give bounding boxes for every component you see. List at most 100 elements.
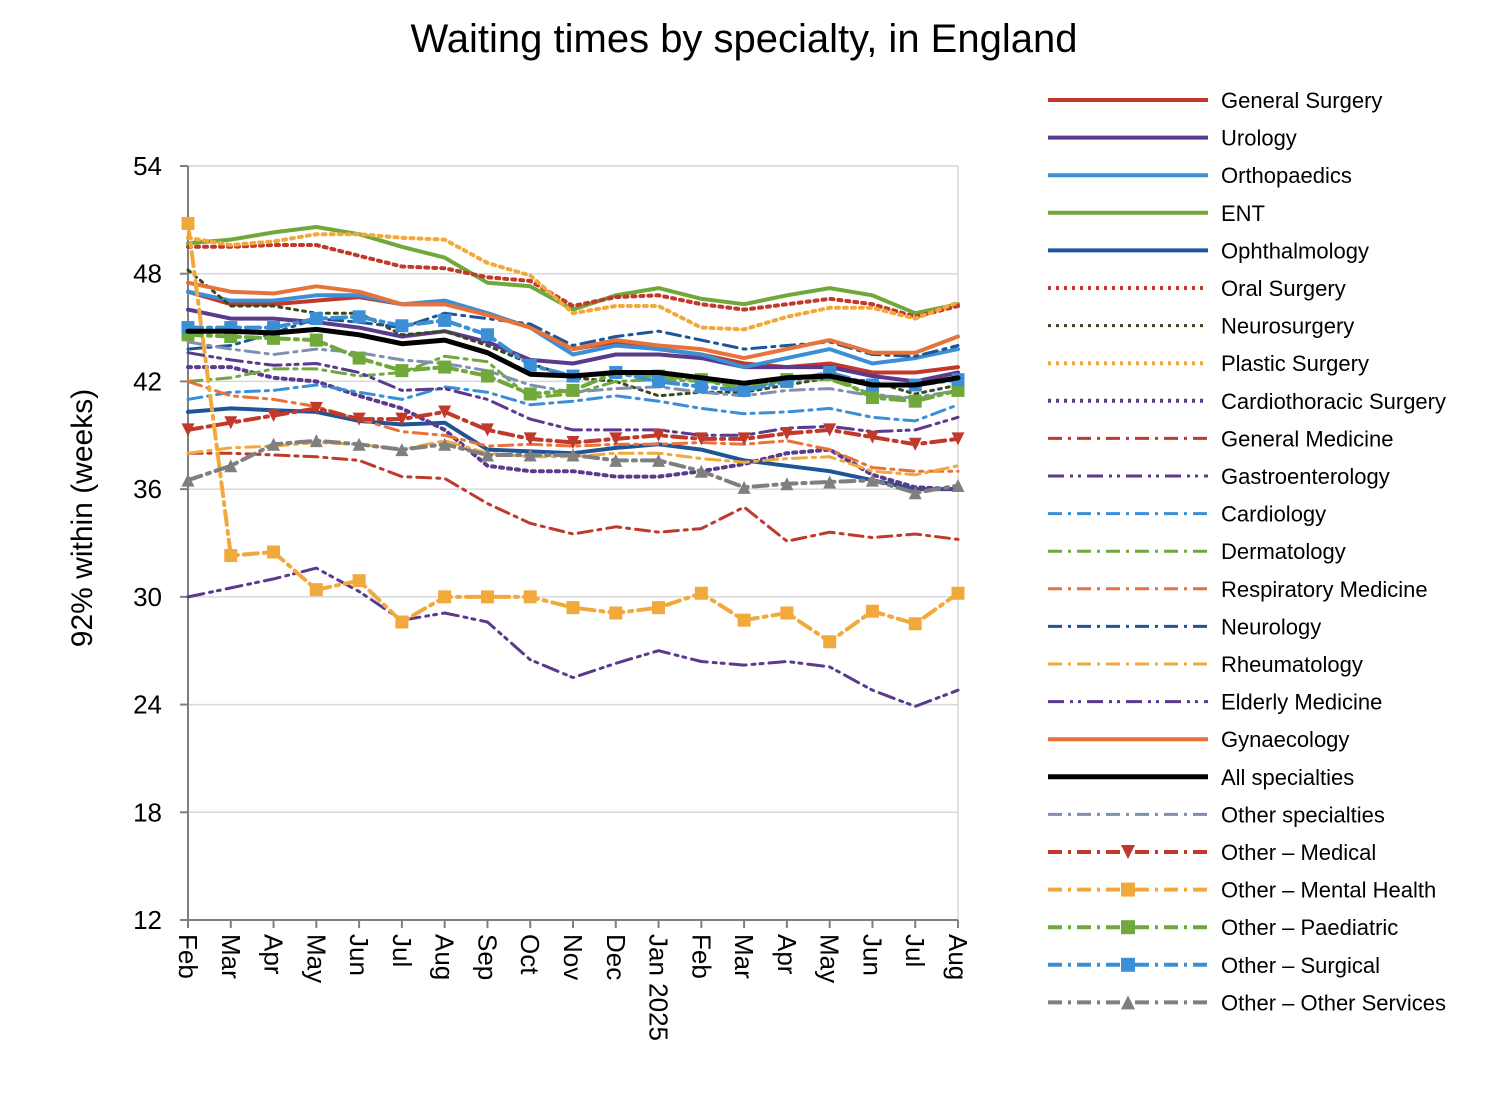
- data-marker: [694, 432, 708, 446]
- data-marker: [395, 319, 409, 333]
- legend-item: Other – Surgical: [1048, 953, 1380, 978]
- data-marker: [737, 432, 751, 446]
- data-marker: [951, 479, 965, 493]
- data-marker: [566, 435, 580, 449]
- data-marker: [823, 423, 837, 437]
- legend-label: Other – Medical: [1221, 840, 1376, 865]
- series-line: [186, 221, 960, 644]
- data-marker: [737, 383, 751, 397]
- legend-label: Neurology: [1221, 614, 1321, 639]
- data-marker: [438, 590, 452, 604]
- legend-label: Other – Paediatric: [1221, 915, 1398, 940]
- data-marker: [823, 475, 837, 489]
- legend-item: Other – Other Services: [1048, 990, 1446, 1015]
- legend-label: ENT: [1221, 201, 1265, 226]
- legend-item: Dermatology: [1048, 539, 1346, 564]
- legend-label: Elderly Medicine: [1221, 690, 1382, 715]
- data-marker: [523, 358, 537, 372]
- data-marker: [652, 428, 666, 442]
- data-marker: [694, 380, 708, 394]
- y-tick-label: 18: [133, 797, 162, 827]
- series-line: [186, 289, 960, 370]
- data-marker: [908, 617, 922, 631]
- data-marker: [780, 606, 794, 620]
- legend-label: Other specialties: [1221, 802, 1385, 827]
- data-marker: [395, 443, 409, 457]
- data-marker: [951, 383, 965, 397]
- y-tick-labels: 12 18 24 30 36 42 48 54: [133, 151, 162, 935]
- series-gastroenterology: [186, 566, 960, 708]
- x-tick-label: Dec: [601, 934, 631, 980]
- data-marker: [480, 328, 494, 342]
- series-line: [186, 383, 960, 423]
- legend-label: Cardiothoracic Surgery: [1221, 389, 1446, 414]
- data-marker: [181, 473, 195, 487]
- data-marker: [352, 310, 366, 324]
- data-marker: [352, 351, 366, 365]
- legend-label: All specialties: [1221, 765, 1354, 790]
- legend-item: Urology: [1048, 126, 1297, 151]
- data-marker: [224, 549, 238, 563]
- data-marker: [609, 432, 623, 446]
- series-all-specialties: [185, 326, 961, 388]
- series-cardiology: [186, 383, 960, 423]
- data-marker: [523, 448, 537, 462]
- data-marker: [267, 545, 281, 559]
- data-marker: [181, 216, 195, 230]
- data-marker: [865, 473, 879, 487]
- legend-item: General Surgery: [1048, 88, 1382, 113]
- legend-item: All specialties: [1048, 765, 1354, 790]
- y-tick-label: 54: [133, 151, 162, 181]
- data-marker: [395, 615, 409, 629]
- series-line: [186, 451, 960, 543]
- data-marker: [1121, 845, 1135, 859]
- x-tick-label: Apr: [772, 934, 802, 975]
- data-marker: [1121, 957, 1135, 972]
- legend-item: Plastic Surgery: [1048, 351, 1369, 376]
- legend-item: Orthopaedics: [1048, 163, 1352, 188]
- legend: General Surgery Urology Orthopaedics ENT Oph…: [1048, 88, 1446, 1015]
- legend-item: Neurosurgery: [1048, 314, 1354, 339]
- data-marker: [609, 606, 623, 620]
- legend-label: General Surgery: [1221, 88, 1382, 113]
- series-other-other-services: [181, 434, 965, 500]
- data-marker: [566, 448, 580, 462]
- data-marker: [652, 374, 666, 388]
- x-tick-label: Nov: [558, 934, 588, 980]
- data-marker: [737, 480, 751, 494]
- data-marker: [780, 426, 794, 440]
- legend-label: Plastic Surgery: [1221, 351, 1369, 376]
- data-marker: [224, 416, 238, 430]
- x-tick-label: Mar: [729, 934, 759, 979]
- legend-label: Gastroenterology: [1221, 464, 1390, 489]
- data-marker: [267, 437, 281, 451]
- legend-item: Gastroenterology: [1048, 464, 1390, 489]
- x-tick-label: Oct: [515, 934, 545, 975]
- data-marker: [352, 574, 366, 588]
- series-gynaecology: [186, 280, 960, 361]
- legend-item: Respiratory Medicine: [1048, 577, 1428, 602]
- data-marker: [352, 412, 366, 426]
- legend-item: Elderly Medicine: [1048, 690, 1382, 715]
- data-marker: [309, 401, 323, 415]
- y-tick-label: 12: [133, 905, 162, 935]
- y-tick-label: 42: [133, 366, 162, 396]
- data-marker: [865, 430, 879, 444]
- data-marker: [438, 360, 452, 374]
- data-marker: [309, 312, 323, 326]
- data-marker: [523, 590, 537, 604]
- data-marker: [480, 590, 494, 604]
- series-plastic-surgery: [186, 232, 960, 332]
- legend-item: Gynaecology: [1048, 727, 1349, 752]
- legend-label: Other – Mental Health: [1221, 878, 1436, 903]
- data-marker: [395, 364, 409, 378]
- series-line: [186, 243, 960, 319]
- series-line: [186, 232, 960, 332]
- legend-label: Ophthalmology: [1221, 238, 1369, 263]
- data-marker: [780, 477, 794, 491]
- y-tick-label: 36: [133, 474, 162, 504]
- y-tick-label: 48: [133, 259, 162, 289]
- legend-label: Rheumatology: [1221, 652, 1363, 677]
- x-tick-label: May: [815, 934, 845, 983]
- data-marker: [908, 394, 922, 408]
